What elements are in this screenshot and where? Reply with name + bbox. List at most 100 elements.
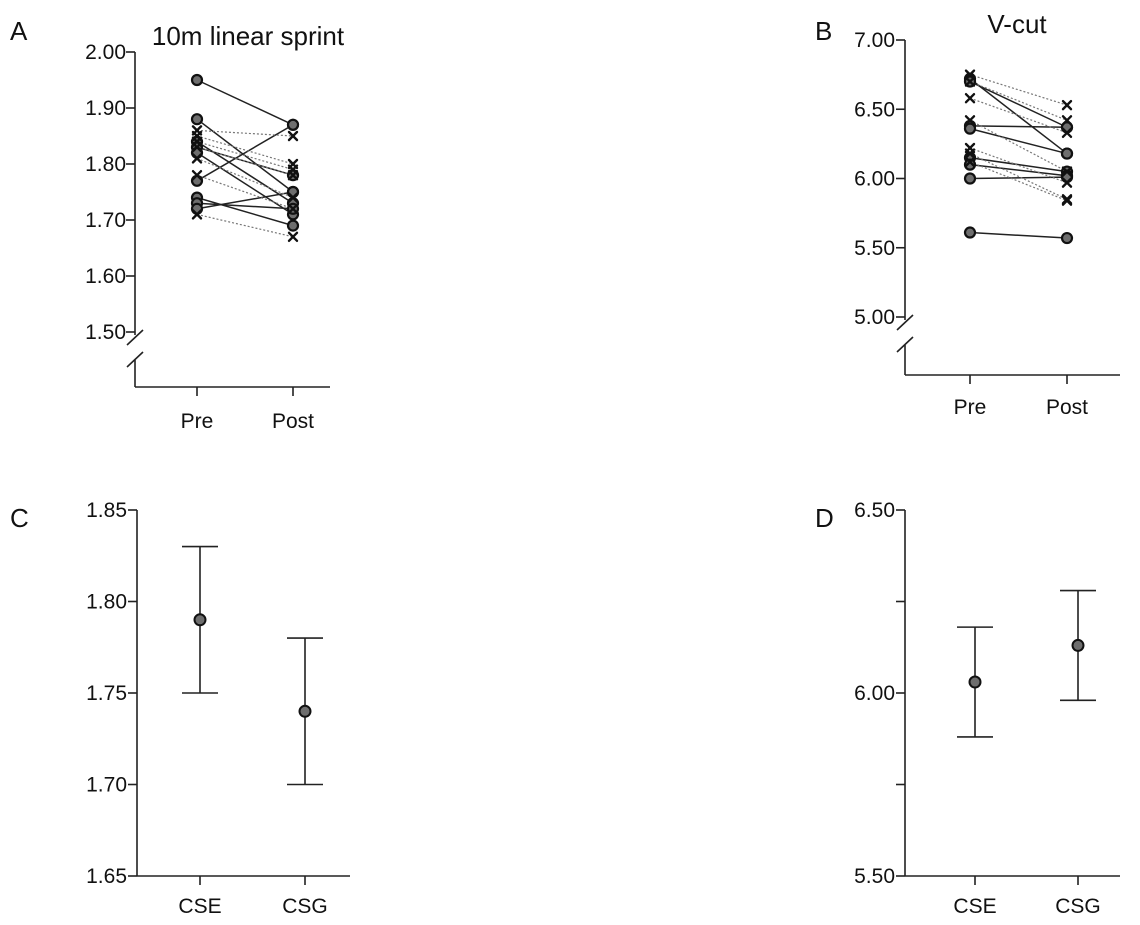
cross-marker <box>1061 166 1073 177</box>
series-line <box>969 163 1068 177</box>
cross-marker <box>964 115 976 126</box>
x-tick-label: CSE <box>953 895 996 918</box>
series-line <box>196 129 294 137</box>
series-lines <box>969 74 1068 239</box>
circle-marker <box>963 122 977 135</box>
panel-a-sprint-chart: A 10m linear sprint 1.50 1.60 1.70 1.80 1.90… <box>10 16 345 433</box>
y-tick-label: 1.90 <box>85 97 126 120</box>
cross-stroke <box>287 192 299 203</box>
cross-marker <box>191 153 203 164</box>
y-tick-label: 6.00 <box>854 682 895 705</box>
series-line <box>196 196 294 227</box>
cross-stroke <box>287 130 299 142</box>
circle-marker <box>963 158 977 171</box>
cross-stroke <box>191 153 203 164</box>
series-line <box>969 80 1068 121</box>
cross-marker <box>964 92 976 104</box>
series-line <box>969 97 1068 134</box>
y-tick-label: 1.75 <box>86 682 127 705</box>
series-line <box>969 147 1068 184</box>
series-line <box>969 74 1068 106</box>
cross-stroke <box>191 141 203 153</box>
y-tick-label: 5.50 <box>854 237 895 260</box>
series-line <box>196 213 294 238</box>
cross-marker <box>287 192 299 203</box>
cross-stroke <box>287 231 299 243</box>
y-tick-label: 5.50 <box>854 865 895 888</box>
y-tick-label: 6.00 <box>854 168 895 191</box>
circle-marker <box>1060 147 1074 160</box>
series-line <box>196 202 294 210</box>
series-line <box>196 152 294 216</box>
y-tick-label: 1.80 <box>85 153 126 176</box>
series-line <box>196 124 294 182</box>
series-line <box>969 153 1068 200</box>
series-lines <box>196 79 294 238</box>
y-tick-label: 1.70 <box>86 774 127 797</box>
cross-stroke <box>964 115 976 126</box>
series-markers <box>190 73 300 243</box>
y-tick-label: 1.65 <box>86 865 127 888</box>
y-tick-label: 1.60 <box>85 265 126 288</box>
series-line <box>969 176 1068 180</box>
cross-marker <box>287 130 299 142</box>
cross-marker <box>287 203 299 215</box>
x-tick-label: CSG <box>1055 895 1101 918</box>
cross-stroke <box>191 169 203 181</box>
cross-stroke <box>1061 177 1073 188</box>
cross-marker <box>964 148 976 159</box>
series-line <box>196 135 294 165</box>
panel-letter: D <box>815 503 834 533</box>
cross-marker <box>1061 115 1073 126</box>
cross-marker <box>964 156 976 168</box>
series-line <box>969 78 1068 155</box>
panel-d-mean-chart: D 5.50 6.00 6.50 CSE CSG <box>815 499 1120 918</box>
series-line <box>969 119 1068 173</box>
cross-marker <box>1061 99 1073 111</box>
x-tick-label: Pre <box>954 396 987 419</box>
series-line <box>969 231 1068 239</box>
circle-marker <box>1060 231 1074 245</box>
x-tick-label: Pre <box>181 410 214 433</box>
cross-stroke <box>287 203 299 215</box>
cross-marker <box>191 169 203 181</box>
series-line <box>196 157 294 199</box>
series-line <box>969 156 1068 173</box>
series-line <box>196 191 294 210</box>
cross-stroke <box>964 92 976 104</box>
panel-letter: C <box>10 503 29 533</box>
cross-marker <box>287 169 299 181</box>
y-tick-label: 1.70 <box>85 209 126 232</box>
y-tick-label: 2.00 <box>85 41 126 64</box>
circle-marker <box>286 219 300 232</box>
panel-c-mean-chart: C 1.65 1.70 1.75 1.80 1.85 CSE CSG <box>10 499 350 918</box>
series-line <box>969 127 1068 155</box>
mean-point <box>968 675 982 689</box>
cross-stroke <box>1061 195 1073 206</box>
cross-marker <box>191 209 203 220</box>
mean-point <box>193 613 207 627</box>
series-line <box>969 161 1068 202</box>
series-line <box>969 125 1068 129</box>
y-tick-label: 6.50 <box>854 98 895 121</box>
x-tick-label: CSE <box>178 895 221 918</box>
axis-break-mark <box>896 336 914 353</box>
series-line <box>196 146 294 176</box>
y-tick-label: 1.50 <box>85 321 126 344</box>
cross-stroke <box>964 156 976 168</box>
cross-stroke <box>1061 99 1073 111</box>
circle-marker <box>190 113 204 126</box>
cross-marker <box>287 231 299 243</box>
cross-stroke <box>1061 115 1073 126</box>
series-markers <box>963 69 1074 245</box>
y-tick-label: 5.00 <box>854 306 895 329</box>
y-tick-label: 1.85 <box>86 499 127 522</box>
cross-marker <box>1061 177 1073 188</box>
x-tick-label: CSG <box>282 895 328 918</box>
y-tick-label: 7.00 <box>854 29 895 52</box>
panel-letter: A <box>10 16 28 46</box>
panel-b-vcut-chart: B V-cut 5.00 5.50 6.00 6.50 7.00 Pre Post <box>815 9 1120 419</box>
cross-stroke <box>964 76 976 87</box>
axis-break-mark <box>896 314 914 331</box>
x-tick-label: Post <box>1046 396 1088 419</box>
